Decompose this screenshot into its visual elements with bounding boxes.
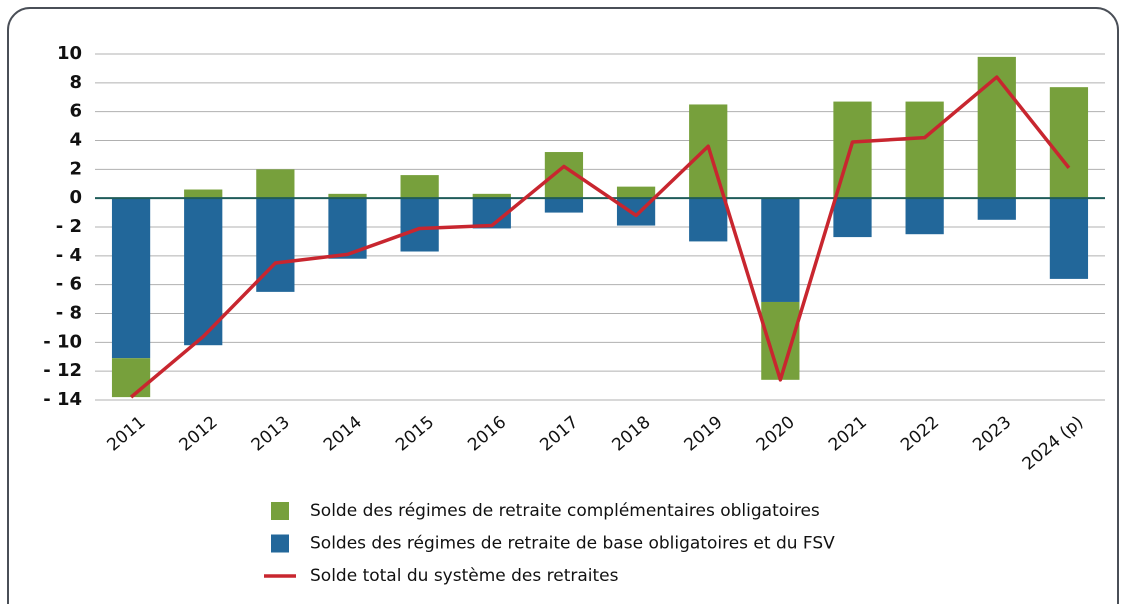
legend-label: Soldes des régimes de retraite de base o…	[310, 534, 835, 554]
y-tick-label: - 8	[56, 303, 82, 324]
bar	[905, 198, 944, 235]
bar	[184, 198, 223, 346]
y-tick-label: 0	[69, 187, 82, 208]
bar	[111, 198, 151, 359]
x-tick-label: 2023	[969, 412, 1015, 455]
y-tick-label: 4	[69, 130, 82, 151]
y-tick-label: - 10	[43, 331, 82, 352]
y-tick-label: 8	[69, 72, 82, 93]
bar	[184, 189, 223, 199]
legend-label: Solde total du système des retraites	[310, 566, 619, 586]
bar	[400, 175, 439, 199]
y-tick-label: 6	[69, 101, 82, 122]
x-tick-label: 2022	[897, 412, 943, 455]
bar	[400, 198, 439, 252]
x-tick-label: 2015	[392, 412, 438, 455]
x-tick-label: 2012	[176, 412, 222, 455]
bar	[256, 169, 295, 199]
x-tick-label: 2011	[104, 412, 150, 455]
bar	[689, 198, 728, 242]
legend-label: Solde des régimes de retraite complément…	[310, 501, 820, 521]
x-tick-label: 2019	[681, 412, 727, 455]
y-tick-label: - 6	[56, 274, 82, 295]
x-tick-label: 2024 (p)	[1019, 412, 1088, 474]
y-tick-label: 2	[69, 158, 82, 179]
line	[129, 75, 1071, 399]
x-tick-label: 2016	[464, 412, 510, 455]
bar	[111, 358, 151, 398]
y-tick-label: 10	[57, 43, 82, 64]
x-tick-label: 2020	[753, 412, 799, 455]
x-tick-label: 2017	[536, 412, 582, 455]
bar	[1049, 87, 1089, 199]
legend-swatch	[271, 534, 289, 553]
bar	[905, 101, 944, 199]
bar	[472, 193, 511, 199]
bar	[977, 56, 1016, 199]
bar	[544, 198, 584, 213]
y-tick-label: - 2	[56, 216, 82, 237]
bar	[977, 198, 1016, 220]
x-tick-label: 2021	[825, 412, 871, 455]
x-tick-label: 2018	[609, 412, 655, 455]
bar	[616, 186, 656, 199]
x-tick-label: 2013	[248, 412, 294, 455]
y-tick-label: - 12	[43, 360, 82, 381]
bar	[833, 198, 872, 238]
legend-swatch	[271, 502, 289, 520]
bar	[328, 193, 367, 199]
y-tick-label: - 4	[56, 245, 82, 266]
bar	[1049, 198, 1089, 279]
frame	[7, 7, 1119, 604]
bar	[761, 198, 800, 302]
y-tick-label: - 14	[43, 389, 82, 410]
x-tick-label: 2014	[320, 412, 366, 455]
